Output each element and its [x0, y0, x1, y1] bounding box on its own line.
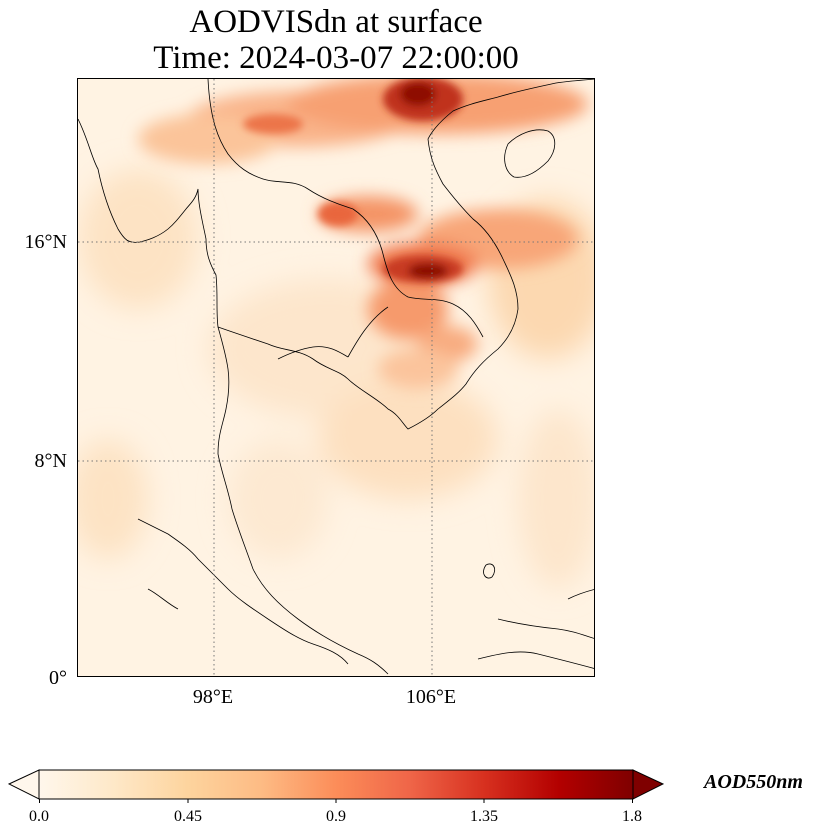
lat-label-0: 0°	[49, 667, 67, 689]
lat-label-16n: 16°N	[24, 231, 67, 253]
title-line-1: AODVISdn at surface	[189, 4, 483, 40]
colorbar-tick-135: 1.35	[470, 808, 498, 825]
colorbar-label: AOD550nm	[704, 771, 803, 793]
colorbar-tick-0: 0.0	[29, 808, 49, 825]
lon-label-106e: 106°E	[405, 686, 457, 708]
graticule	[78, 79, 594, 676]
coastlines	[78, 79, 594, 675]
aod-hotspots	[243, 79, 463, 283]
colorbar-tick-09: 0.9	[326, 808, 346, 825]
map-svg	[78, 79, 594, 676]
colorbar-extend-min	[8, 769, 40, 800]
colorbar-gradient	[38, 769, 634, 800]
map-frame	[77, 78, 595, 677]
colorbar-tick-045: 0.45	[174, 808, 202, 825]
colorbar-ticks	[39, 799, 633, 803]
colorbar-extend-max	[632, 769, 664, 800]
colorbar	[8, 769, 664, 803]
lon-label-98e: 98°E	[192, 686, 234, 708]
lat-label-8n: 8°N	[34, 450, 67, 472]
title-line-2: Time: 2024-03-07 22:00:00	[153, 40, 519, 76]
colorbar-tick-18: 1.8	[622, 808, 642, 825]
